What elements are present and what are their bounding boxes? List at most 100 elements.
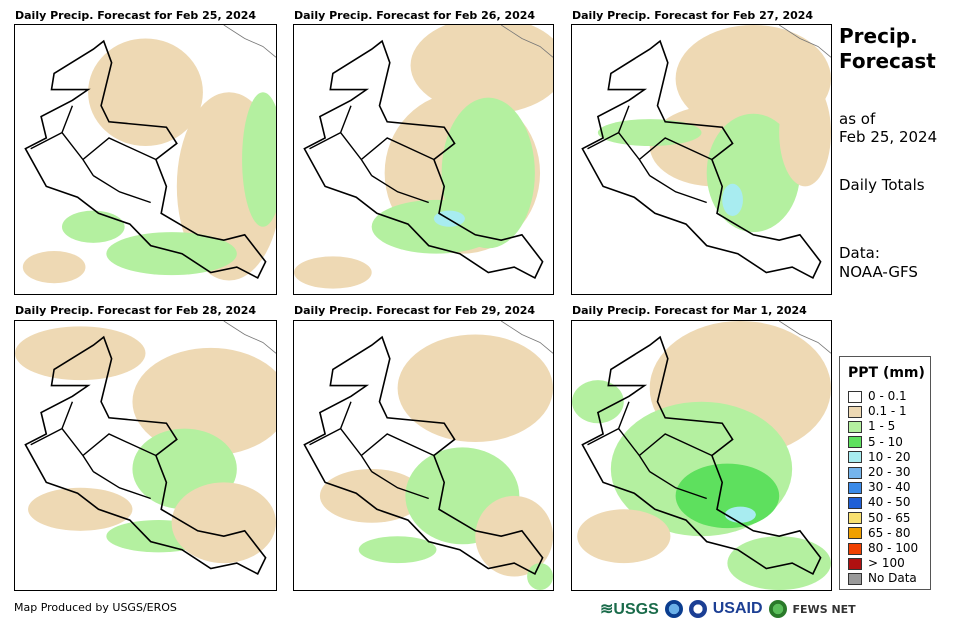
legend-label: 20 - 30 (868, 465, 911, 479)
legend-swatch (848, 527, 862, 540)
legend-item: 30 - 40 (848, 480, 911, 494)
data-source: NOAA-GFS (839, 263, 918, 281)
data-label: Data: (839, 244, 880, 262)
cuba-coast (778, 321, 831, 354)
map-svg (22, 25, 276, 284)
precip-area (358, 536, 437, 564)
legend-label: > 100 (868, 556, 905, 571)
legend-item: 50 - 65 (848, 511, 911, 525)
legend-swatch (848, 451, 862, 464)
map-svg (15, 321, 276, 575)
map-svg (294, 25, 553, 289)
cuba-coast (778, 25, 831, 58)
legend-item: 0.1 - 1 (848, 404, 907, 418)
map-feb-28[interactable] (14, 320, 277, 591)
legend-item: 80 - 100 (848, 541, 918, 555)
cuba-coast (223, 321, 276, 354)
legend-swatch (848, 481, 862, 494)
logo-bar: ≋USGS USAID FEWS NET (600, 597, 856, 621)
legend-swatch (848, 420, 862, 433)
legend-item: 20 - 30 (848, 465, 911, 479)
country-borders (309, 401, 435, 500)
precip-area (724, 506, 756, 523)
legend-label: 80 - 100 (868, 541, 919, 555)
precip-area (577, 509, 671, 564)
legend-label: 0.1 - 1 (868, 404, 907, 419)
precip-area (410, 25, 553, 114)
map-feb-26[interactable] (293, 24, 554, 295)
legend-item: 40 - 50 (848, 495, 911, 509)
panel-title: Daily Precip. Forecast for Feb 25, 2024 (15, 9, 257, 22)
legend-item: No Data (848, 571, 917, 585)
legend-label: No Data (868, 571, 917, 586)
precip-area (371, 199, 502, 254)
usgs-logo: ≋USGS (600, 601, 659, 618)
legend-swatch (848, 405, 862, 418)
title-line-1: Precip. (839, 24, 918, 48)
panel-title: Daily Precip. Forecast for Mar 1, 2024 (572, 304, 807, 317)
precip-area (28, 487, 133, 531)
legend-title: PPT (mm) (848, 365, 925, 381)
precip-area (171, 482, 276, 564)
legend-swatch (848, 512, 862, 525)
legend-label: 50 - 65 (868, 510, 911, 525)
legend-swatch (848, 572, 862, 585)
usaid-seal-icon (688, 600, 707, 618)
legend-swatch (848, 390, 862, 403)
as-of-label: as of (839, 110, 876, 128)
cuba-coast (500, 321, 553, 354)
title-line-2: Forecast (839, 49, 936, 73)
legend-label: 1 - 5 (868, 419, 896, 434)
legend-item: 0 - 0.1 (848, 389, 907, 403)
totals-label: Daily Totals (839, 176, 925, 194)
map-mar-1[interactable] (571, 320, 832, 591)
legend-swatch (848, 466, 862, 479)
precip-area (106, 232, 237, 276)
legend-swatch (848, 542, 862, 555)
map-feb-25[interactable] (14, 24, 277, 295)
precip-area (294, 256, 372, 289)
legend-item: > 100 (848, 556, 905, 570)
panel-title: Daily Precip. Forecast for Feb 28, 2024 (15, 304, 257, 317)
country-borders (30, 105, 157, 204)
legend-label: 65 - 80 (868, 525, 911, 540)
precip-area (242, 92, 276, 227)
panel-title: Daily Precip. Forecast for Feb 27, 2024 (572, 9, 814, 22)
precip-area (475, 495, 553, 577)
legend-swatch (848, 436, 862, 449)
legend-label: 30 - 40 (868, 480, 911, 495)
country-borders (30, 401, 157, 500)
coastline (581, 39, 822, 279)
coastline (24, 335, 267, 575)
credit-text: Map Produced by USGS/EROS (14, 601, 177, 614)
coastline (581, 335, 822, 575)
panel-title: Daily Precip. Forecast for Feb 26, 2024 (294, 9, 536, 22)
panel-title: Daily Precip. Forecast for Feb 29, 2024 (294, 304, 536, 317)
sidebar-title: Precip. Forecast (839, 24, 936, 74)
as-of-date: Feb 25, 2024 (839, 128, 938, 146)
precip-area (319, 468, 424, 523)
map-svg (303, 321, 553, 590)
legend-item: 5 - 10 (848, 435, 903, 449)
coastline (303, 39, 544, 279)
precip-area (61, 210, 125, 243)
country-borders (587, 401, 713, 500)
map-feb-29[interactable] (293, 320, 554, 591)
country-borders (587, 105, 713, 204)
precip-area (572, 380, 624, 424)
precip-area (397, 334, 553, 443)
legend-label: 0 - 0.1 (868, 389, 907, 403)
precip-area (132, 347, 276, 456)
precip-area (722, 183, 743, 216)
cuba-coast (223, 25, 276, 58)
precip-area (22, 250, 86, 284)
precip-area (527, 563, 553, 590)
cuba-coast (500, 25, 553, 58)
country-borders (309, 105, 435, 204)
map-feb-27[interactable] (571, 24, 832, 295)
coastline (24, 39, 267, 279)
coastline (303, 335, 544, 575)
legend-swatch (848, 557, 862, 570)
legend-item: 1 - 5 (848, 419, 895, 433)
